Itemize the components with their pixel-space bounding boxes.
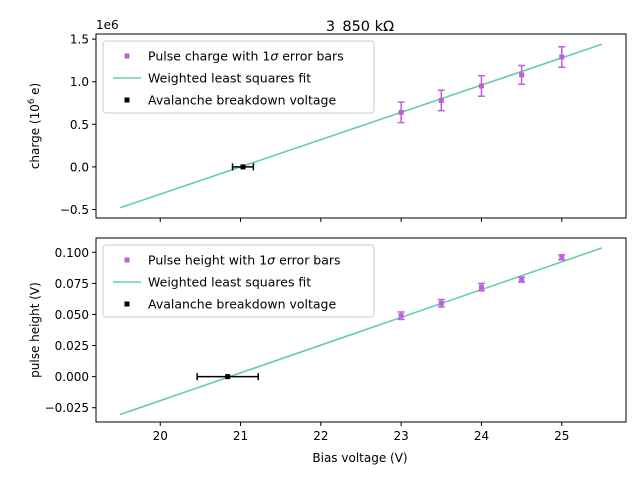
legend-label-part: Pulse height with 1	[148, 253, 267, 268]
data-marker	[559, 254, 565, 260]
data-point	[397, 311, 405, 321]
breakdown-marker	[225, 374, 231, 380]
data-marker	[478, 83, 484, 89]
y-tick-label: −0.5	[60, 203, 89, 217]
x-tick-label: 24	[474, 429, 489, 443]
data-marker	[398, 109, 404, 115]
pulse-height-panel: 20 21 22 23 24 25 −0.025 0.000 0.025 0.050 0.075 0.…	[28, 237, 627, 443]
breakdown-point	[231, 163, 255, 171]
y-axis-label-part: pulse height (V)	[28, 282, 42, 378]
data-point	[477, 282, 485, 292]
data-point	[397, 101, 405, 124]
legend-label: Avalanche breakdown voltage	[148, 297, 336, 312]
legend-label: Pulse height with 1σ error bars	[148, 253, 341, 268]
legend: Pulse height with 1σ error bars Weighted …	[102, 244, 375, 318]
data-point	[558, 46, 566, 68]
y-tick-label: −0.025	[45, 401, 89, 415]
x-tick-label: 21	[233, 429, 248, 443]
y-tick-label: 1.5	[70, 33, 89, 47]
x-tick-label: 23	[394, 429, 409, 443]
legend-label: Pulse charge with 1σ error bars	[148, 49, 344, 64]
y-tick-label: 0.100	[55, 246, 89, 260]
x-tick-label: 25	[554, 429, 569, 443]
legend: Pulse charge with 1σ error bars Weighted …	[102, 40, 375, 114]
y-tick-label: 0.5	[70, 118, 89, 132]
breakdown-marker	[240, 164, 246, 170]
y-tick-label: 0.000	[55, 370, 89, 384]
data-marker	[438, 300, 444, 306]
y-axis-label: charge (106 e)	[27, 83, 42, 169]
legend-label: Weighted least squares fit	[148, 71, 311, 86]
legend-label-part: error bars	[275, 253, 340, 268]
data-point	[437, 89, 445, 112]
x-tick-label: 22	[313, 429, 328, 443]
legend-label-part: Pulse charge with 1	[148, 49, 270, 64]
breakdown-point	[196, 373, 259, 381]
y-tick-label: 0.0	[70, 160, 89, 174]
y-axis-label-part: 6	[27, 99, 37, 104]
data-marker	[398, 313, 404, 319]
y-axis-label-part: e)	[28, 83, 42, 99]
legend-box	[102, 40, 375, 114]
legend-label-part: σ	[270, 49, 279, 64]
legend-data-marker	[124, 53, 130, 59]
fit-line	[119, 247, 603, 416]
chart-title: 3_850 kΩ	[326, 19, 394, 35]
legend-breakdown-marker	[124, 97, 130, 103]
legend-box	[102, 244, 375, 318]
charge-panel: −0.5 0.0 0.5 1.0 1.5 1e6 charge (106 e) Pulse c…	[27, 18, 627, 222]
data-point	[558, 254, 566, 261]
y-offset-text: 1e6	[96, 18, 119, 32]
data-marker	[438, 97, 444, 103]
data-marker	[519, 72, 525, 78]
y-tick-label: 1.0	[70, 75, 89, 89]
y-tick-label: 0.075	[55, 277, 89, 291]
axes-frame	[95, 237, 627, 423]
data-point	[437, 298, 445, 308]
data-marker	[519, 277, 525, 283]
legend-breakdown-marker	[124, 301, 130, 307]
data-point	[518, 276, 526, 283]
data-marker	[478, 284, 484, 290]
legend-label-part: σ	[267, 253, 276, 268]
y-axis-label-part: charge (10	[28, 104, 42, 169]
data-point	[477, 74, 485, 97]
y-tick-label: 0.050	[55, 308, 89, 322]
data-marker	[559, 54, 565, 60]
data-point	[518, 64, 526, 86]
y-axis-label: pulse height (V)	[28, 282, 42, 378]
legend-data-marker	[124, 257, 130, 263]
y-tick-label: 0.025	[55, 339, 89, 353]
axes-frame	[95, 33, 627, 219]
x-tick-label: 20	[153, 429, 168, 443]
legend-label: Avalanche breakdown voltage	[148, 93, 336, 108]
x-axis-label: Bias voltage (V)	[312, 451, 407, 465]
legend-label-part: error bars	[278, 49, 343, 64]
legend-label: Weighted least squares fit	[148, 275, 311, 290]
